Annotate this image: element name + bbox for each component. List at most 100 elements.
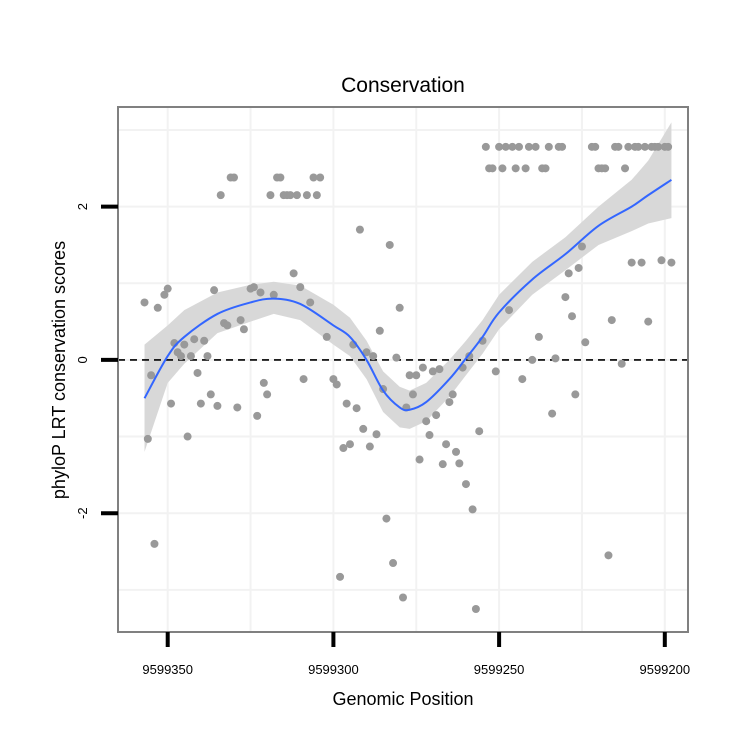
data-point bbox=[233, 403, 242, 412]
data-point bbox=[604, 551, 613, 560]
data-point bbox=[505, 306, 514, 315]
x-axis-label: Genomic Position bbox=[332, 689, 473, 709]
data-point bbox=[627, 258, 636, 267]
data-point bbox=[561, 293, 570, 302]
data-point bbox=[306, 298, 315, 307]
data-point bbox=[382, 514, 391, 523]
data-point bbox=[180, 340, 189, 349]
data-point bbox=[147, 371, 156, 380]
data-point bbox=[544, 142, 553, 151]
data-point bbox=[200, 336, 209, 345]
data-point bbox=[223, 321, 232, 330]
data-point bbox=[296, 283, 305, 292]
data-point bbox=[286, 191, 295, 200]
data-point bbox=[140, 298, 149, 307]
data-point bbox=[206, 390, 215, 399]
data-point bbox=[528, 355, 537, 364]
grid-lines bbox=[118, 107, 688, 632]
data-point bbox=[667, 258, 676, 267]
data-point bbox=[302, 191, 311, 200]
data-point bbox=[531, 142, 540, 151]
data-point bbox=[601, 164, 610, 173]
data-point bbox=[405, 371, 414, 380]
data-point bbox=[498, 164, 507, 173]
x-tick-label: 9599250 bbox=[474, 662, 525, 677]
confidence-ribbon bbox=[144, 122, 672, 452]
data-point bbox=[418, 363, 427, 372]
data-point bbox=[385, 240, 394, 249]
data-point bbox=[568, 312, 577, 321]
smooth-line bbox=[143, 178, 672, 412]
data-points bbox=[140, 142, 676, 614]
data-point bbox=[352, 404, 361, 413]
data-point bbox=[511, 164, 520, 173]
data-point bbox=[332, 380, 341, 389]
data-point bbox=[316, 173, 325, 182]
data-point bbox=[634, 142, 643, 151]
data-point bbox=[365, 442, 374, 451]
data-point bbox=[412, 371, 421, 380]
data-point bbox=[399, 593, 407, 602]
data-point bbox=[190, 335, 199, 344]
data-point bbox=[193, 368, 202, 377]
y-tick-label: 0 bbox=[75, 356, 90, 363]
data-point bbox=[481, 142, 490, 151]
data-point bbox=[292, 191, 301, 200]
data-point bbox=[359, 424, 368, 433]
data-point bbox=[607, 316, 616, 325]
data-point bbox=[342, 399, 351, 408]
data-point bbox=[276, 173, 285, 182]
data-point bbox=[581, 338, 590, 347]
data-point bbox=[422, 417, 431, 426]
data-point bbox=[153, 303, 162, 312]
data-point bbox=[428, 367, 437, 376]
data-point bbox=[372, 430, 381, 439]
data-point bbox=[637, 258, 646, 267]
data-point bbox=[644, 317, 653, 326]
data-point bbox=[524, 142, 533, 151]
data-point bbox=[186, 352, 195, 361]
confidence-ribbon-layer bbox=[144, 122, 672, 452]
y-axis: -2 0 2 bbox=[75, 203, 118, 519]
data-point bbox=[163, 284, 172, 293]
data-point bbox=[266, 191, 275, 200]
data-point bbox=[408, 390, 417, 399]
data-point bbox=[591, 142, 600, 151]
x-axis: 9599350 9599300 9599250 9599200 bbox=[142, 632, 690, 677]
data-point bbox=[564, 269, 573, 278]
data-point bbox=[452, 447, 461, 456]
data-point bbox=[236, 316, 245, 325]
panel-border bbox=[117, 106, 689, 633]
data-point bbox=[445, 398, 454, 407]
data-point bbox=[196, 399, 205, 408]
data-point bbox=[369, 352, 378, 361]
data-point bbox=[253, 411, 262, 420]
data-point bbox=[455, 459, 464, 468]
x-tick-label: 9599350 bbox=[142, 662, 193, 677]
data-point bbox=[322, 332, 331, 341]
data-point bbox=[432, 411, 441, 420]
y-tick-label: 2 bbox=[75, 203, 90, 210]
data-point bbox=[461, 480, 470, 489]
data-point bbox=[183, 432, 192, 441]
data-point bbox=[415, 455, 424, 464]
data-point bbox=[435, 365, 444, 374]
data-point bbox=[571, 390, 580, 399]
data-point bbox=[534, 332, 543, 341]
data-point bbox=[577, 242, 586, 251]
data-point bbox=[521, 164, 530, 173]
data-point bbox=[488, 164, 497, 173]
data-point bbox=[442, 440, 451, 449]
data-point bbox=[518, 375, 527, 384]
data-point bbox=[501, 142, 510, 151]
data-point bbox=[362, 348, 371, 357]
data-point bbox=[514, 142, 523, 151]
data-point bbox=[558, 142, 567, 151]
data-point bbox=[355, 225, 364, 234]
data-point bbox=[167, 399, 176, 408]
data-point bbox=[339, 444, 348, 453]
data-point bbox=[143, 434, 152, 443]
data-point bbox=[640, 142, 649, 151]
data-point bbox=[203, 352, 212, 361]
data-point bbox=[491, 367, 500, 376]
